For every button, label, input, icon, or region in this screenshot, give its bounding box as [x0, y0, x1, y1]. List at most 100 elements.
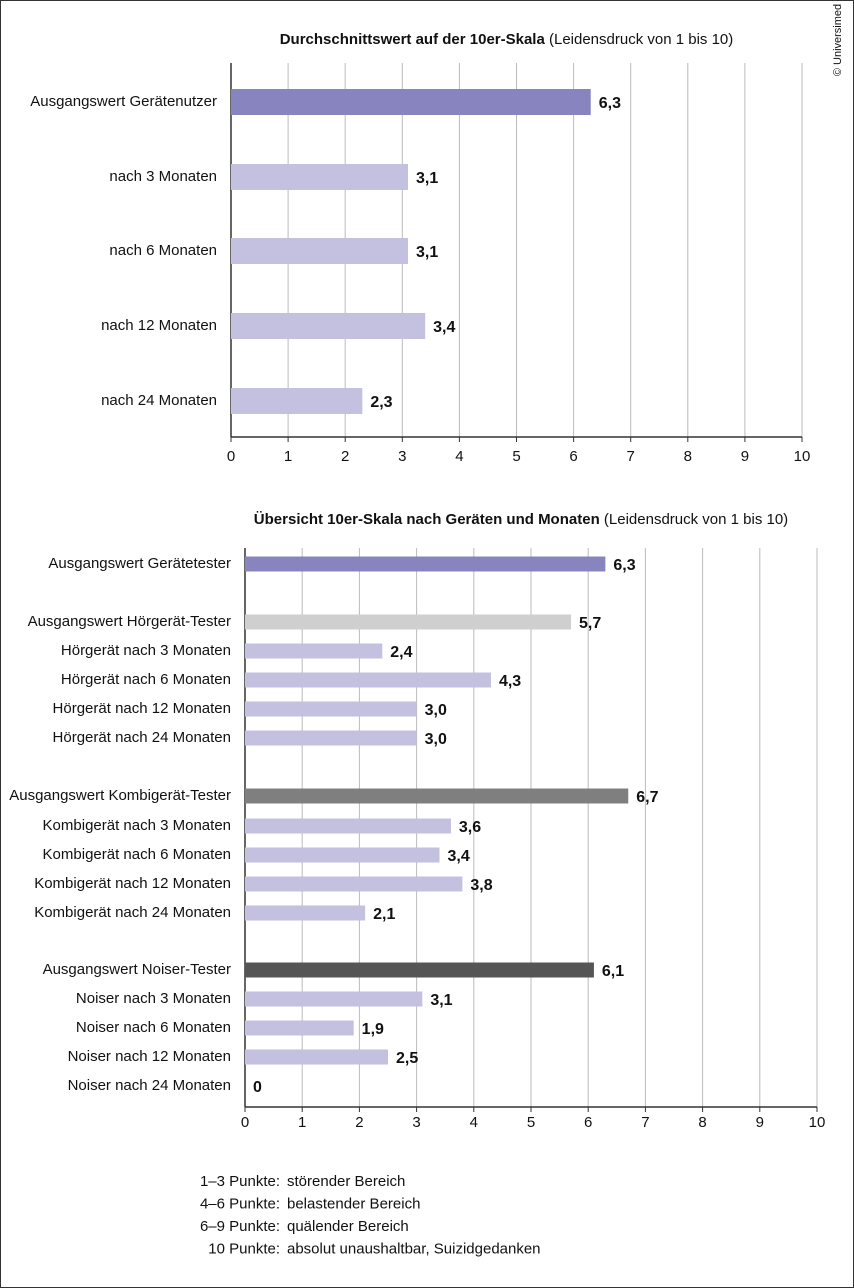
- value-label: 3,0: [425, 702, 447, 719]
- bar: [245, 905, 366, 921]
- y-tick-label: Ausgangswert Gerätenutzer: [30, 93, 217, 110]
- y-tick-label: nach 6 Monaten: [109, 242, 217, 259]
- y-tick-label: Ausgangswert Hörgerät-Tester: [28, 613, 231, 630]
- value-label: 3,1: [416, 244, 438, 261]
- value-label: 5,7: [579, 615, 601, 632]
- chart-title-main: Übersicht 10er-Skala nach Geräten und Mo…: [254, 511, 600, 528]
- chart-title: Übersicht 10er-Skala nach Geräten und Mo…: [254, 511, 788, 528]
- bar: [231, 388, 363, 414]
- y-tick-label: Hörgerät nach 6 Monaten: [61, 671, 231, 688]
- y-tick-label: Hörgerät nach 12 Monaten: [53, 700, 231, 717]
- x-tick-label: 6: [569, 448, 577, 465]
- bar: [231, 164, 409, 190]
- x-tick-label: 10: [794, 448, 811, 465]
- x-tick-label: 7: [641, 1114, 649, 1131]
- bar: [245, 643, 383, 659]
- y-tick-label: Ausgangswert Gerätetester: [48, 555, 231, 572]
- x-tick-label: 7: [627, 448, 635, 465]
- value-label: 6,1: [602, 963, 624, 980]
- copyright: © Universimed: [832, 4, 844, 76]
- value-label: 0: [253, 1079, 262, 1096]
- value-label: 2,3: [370, 394, 392, 411]
- bar: [245, 701, 417, 717]
- bar: [245, 847, 440, 863]
- x-tick-label: 0: [227, 448, 235, 465]
- bar: [231, 89, 591, 115]
- bar: [245, 614, 572, 630]
- bar: [245, 991, 423, 1007]
- value-label: 2,4: [390, 644, 412, 661]
- value-label: 3,8: [470, 877, 492, 894]
- value-label: 6,3: [599, 95, 621, 112]
- chart-subtitle: (Leidensdruck von 1 bis 10): [549, 31, 733, 48]
- value-label: 2,1: [373, 906, 395, 923]
- y-tick-label: nach 24 Monaten: [101, 392, 217, 409]
- value-label: 2,5: [396, 1050, 418, 1067]
- bar: [245, 1020, 354, 1036]
- value-label: 3,4: [447, 848, 469, 865]
- bar: [231, 313, 426, 339]
- value-label: 4,3: [499, 673, 521, 690]
- y-tick-label: Noiser nach 24 Monaten: [68, 1077, 231, 1094]
- y-tick-label: Ausgangswert Kombigerät-Tester: [9, 787, 231, 804]
- value-label: 3,0: [425, 731, 447, 748]
- value-label: 6,3: [613, 557, 635, 574]
- x-tick-label: 10: [809, 1114, 826, 1131]
- note-key: 4–6 Punkte:: [200, 1195, 280, 1212]
- note-key: 1–3 Punkte:: [200, 1173, 280, 1190]
- value-label: 3,6: [459, 819, 481, 836]
- note-text: störender Bereich: [287, 1173, 405, 1190]
- x-tick-label: 2: [355, 1114, 363, 1131]
- y-tick-label: nach 3 Monaten: [109, 168, 217, 185]
- x-tick-label: 8: [684, 448, 692, 465]
- x-tick-label: 4: [470, 1114, 478, 1131]
- note-key: 6–9 Punkte:: [200, 1218, 280, 1235]
- bar: [245, 876, 463, 892]
- x-tick-label: 9: [741, 448, 749, 465]
- note-text: absolut unaushaltbar, Suizidgedanken: [287, 1240, 541, 1257]
- note-text: quälender Bereich: [287, 1218, 409, 1235]
- value-label: 3,4: [433, 319, 455, 336]
- y-tick-label: Noiser nach 3 Monaten: [76, 990, 231, 1007]
- y-tick-label: Hörgerät nach 24 Monaten: [53, 729, 231, 746]
- y-tick-label: Kombigerät nach 12 Monaten: [34, 875, 231, 892]
- x-tick-label: 1: [284, 448, 292, 465]
- value-label: 1,9: [362, 1021, 384, 1038]
- x-tick-label: 5: [512, 448, 520, 465]
- y-tick-label: Kombigerät nach 6 Monaten: [43, 846, 231, 863]
- y-tick-label: Hörgerät nach 3 Monaten: [61, 642, 231, 659]
- bar: [245, 962, 594, 978]
- x-tick-label: 3: [398, 448, 406, 465]
- y-tick-label: Ausgangswert Noiser-Tester: [43, 961, 231, 978]
- value-label: 3,1: [416, 170, 438, 187]
- bar: [245, 556, 606, 572]
- bar: [245, 818, 451, 834]
- bar: [245, 672, 491, 688]
- x-tick-label: 2: [341, 448, 349, 465]
- chart-subtitle: (Leidensdruck von 1 bis 10): [604, 511, 788, 528]
- y-tick-label: Noiser nach 6 Monaten: [76, 1019, 231, 1036]
- chart-title-main: Durchschnittswert auf der 10er-Skala: [280, 31, 546, 48]
- note-text: belastender Bereich: [287, 1195, 420, 1212]
- x-tick-label: 5: [527, 1114, 535, 1131]
- bar: [245, 788, 629, 804]
- x-tick-label: 4: [455, 448, 463, 465]
- x-tick-label: 3: [412, 1114, 420, 1131]
- y-tick-label: nach 12 Monaten: [101, 317, 217, 334]
- x-tick-label: 9: [756, 1114, 764, 1131]
- y-tick-label: Noiser nach 12 Monaten: [68, 1048, 231, 1065]
- bar: [231, 238, 409, 264]
- x-tick-label: 6: [584, 1114, 592, 1131]
- y-tick-label: Kombigerät nach 3 Monaten: [43, 817, 231, 834]
- bar: [245, 1049, 388, 1065]
- note-key: 10 Punkte:: [208, 1240, 280, 1257]
- chart-title: Durchschnittswert auf der 10er-Skala (Le…: [280, 31, 734, 48]
- value-label: 6,7: [636, 789, 658, 806]
- x-tick-label: 1: [298, 1114, 306, 1131]
- x-tick-label: 0: [241, 1114, 249, 1131]
- x-tick-label: 8: [698, 1114, 706, 1131]
- bar: [245, 730, 417, 746]
- value-label: 3,1: [430, 992, 452, 1009]
- y-tick-label: Kombigerät nach 24 Monaten: [34, 904, 231, 921]
